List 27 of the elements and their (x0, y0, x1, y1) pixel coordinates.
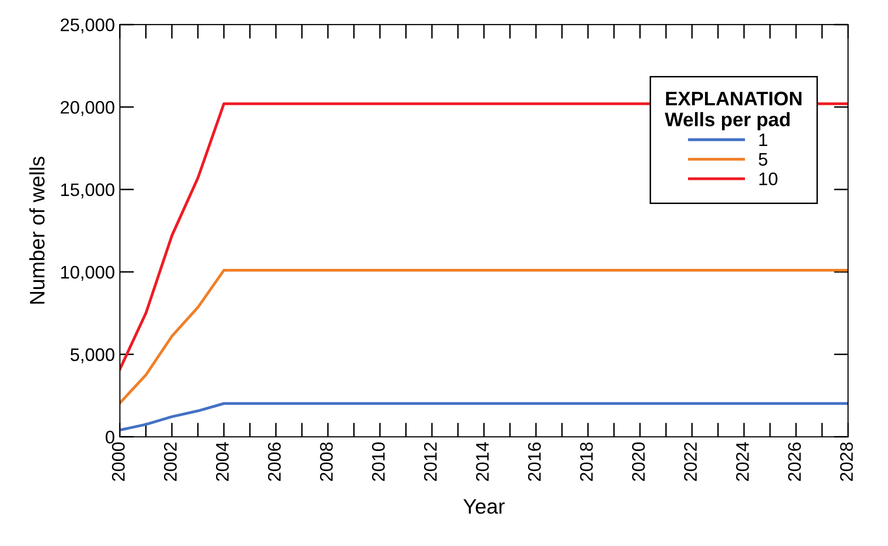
x-tick-label: 2018 (580, 442, 593, 481)
y-tick-label: 10,000 (61, 266, 114, 281)
legend-label: 5 (758, 153, 768, 166)
x-tick-label: 2006 (268, 442, 281, 481)
x-tick-label: 2010 (372, 442, 385, 481)
x-tick-label: 2020 (632, 442, 645, 481)
y-tick-label: 5,000 (70, 348, 114, 364)
x-tick-label: 2004 (216, 442, 229, 481)
x-tick-label: 2024 (736, 442, 749, 481)
legend-label: 10 (759, 172, 778, 186)
y-tick-label: 15,000 (61, 183, 114, 198)
x-tick-label: 2002 (164, 442, 177, 481)
x-tick-label: 2026 (788, 442, 801, 481)
x-tick-label: 2000 (112, 442, 125, 481)
x-tick-label: 2008 (320, 442, 333, 481)
legend-label: 1 (759, 134, 768, 146)
y-tick-label: 0 (106, 430, 114, 444)
x-tick-label: 2028 (840, 442, 853, 481)
x-tick-label: 2022 (684, 442, 697, 481)
y-axis-title: Number of wells (29, 156, 45, 304)
x-tick-label: 2014 (476, 442, 489, 481)
legend-title: EXPLANATION Wells per pad (664, 92, 802, 130)
x-axis-title: Year (463, 499, 505, 514)
y-tick-label: 25,000 (60, 18, 114, 34)
y-tick-label: 20,000 (60, 100, 114, 116)
x-tick-label: 2016 (528, 442, 541, 481)
x-tick-label: 2012 (424, 442, 437, 481)
